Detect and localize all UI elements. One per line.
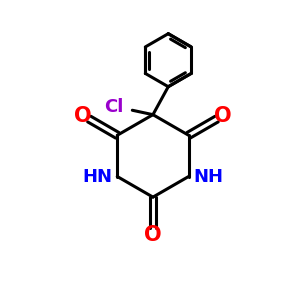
Text: Cl: Cl xyxy=(104,98,124,116)
Text: NH: NH xyxy=(193,167,223,185)
Text: O: O xyxy=(144,224,162,244)
Text: O: O xyxy=(74,106,92,126)
Text: HN: HN xyxy=(83,167,113,185)
Text: O: O xyxy=(214,106,232,126)
